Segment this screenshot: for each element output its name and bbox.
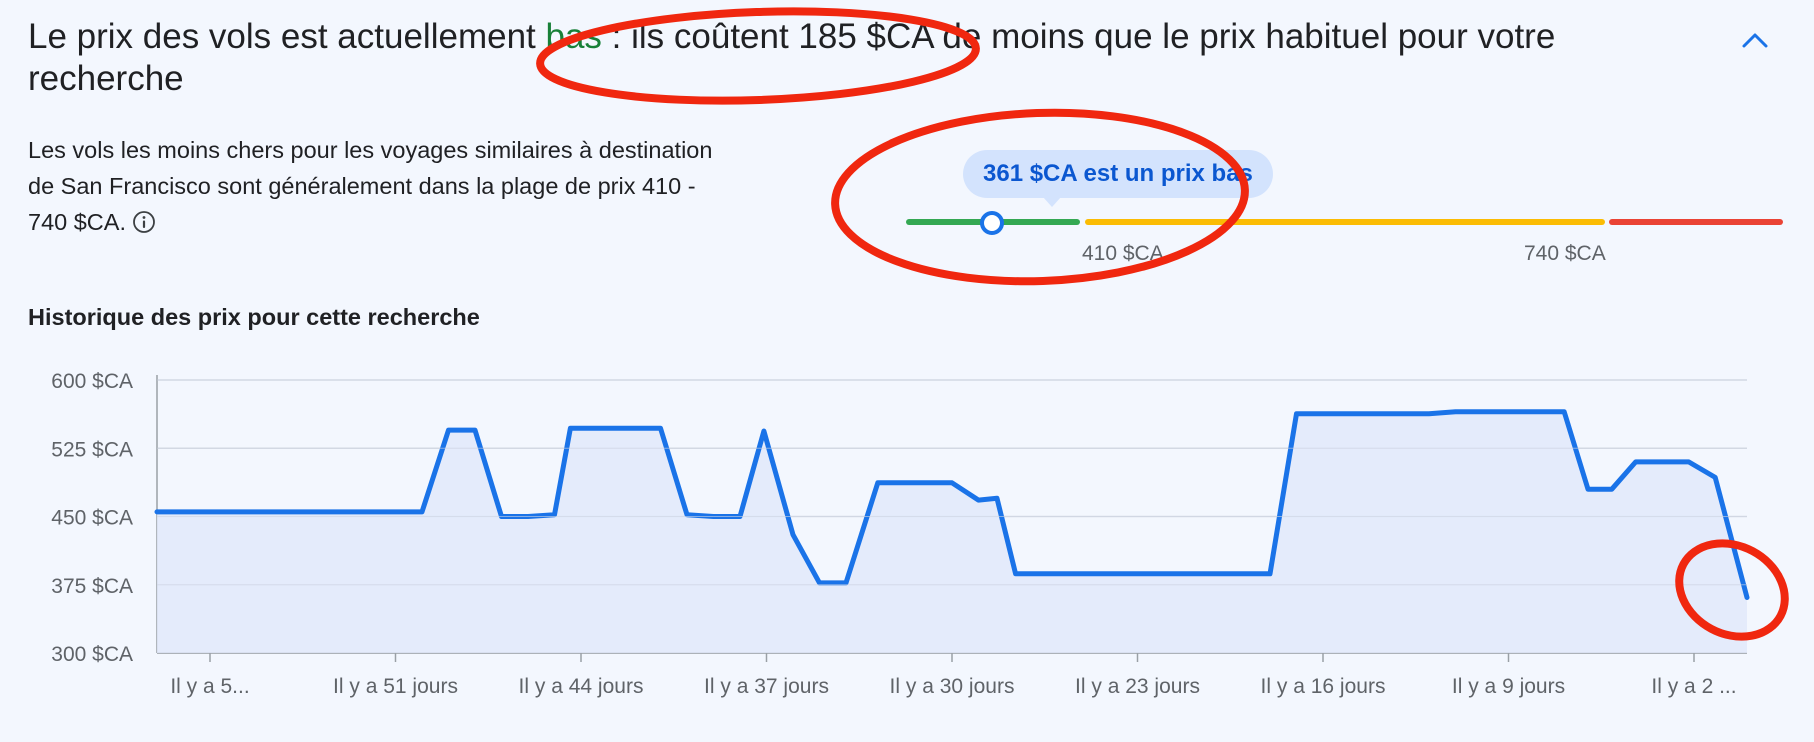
y-tick-label: 450 $CA [51,507,133,530]
x-tick-label: Il y a 16 jours [1261,675,1386,698]
x-tick-label: Il y a 23 jours [1075,675,1200,698]
current-price-tooltip: 361 $CA est un prix bas [963,150,1273,207]
chevron-up-icon [1742,33,1768,48]
price-range-bar: 361 $CA est un prix bas 410 $CA 740 $CA [900,150,1800,270]
price-history-chart[interactable]: 300 $CA 375 $CA 450 $CA 525 $CA 600 $CA Il y … [0,345,1814,742]
price-status-low: bas [545,17,602,56]
range-segment-high [1609,219,1783,225]
y-tick-label: 525 $CA [51,438,133,461]
y-tick-label: 600 $CA [51,370,133,393]
price-history-title: Historique des prix pour cette recherche [28,304,480,330]
price-history-area [157,411,1747,653]
low-threshold-label: 410 $CA [1082,242,1164,265]
x-tick-label: Il y a 2 ... [1651,675,1736,698]
price-range-description: Les vols les moins chers pour les voyage… [28,132,728,244]
headline-prefix: Le prix des vols est actuellement [28,17,536,56]
high-threshold-label: 740 $CA [1524,242,1606,265]
info-icon[interactable] [132,208,156,244]
y-tick-label: 300 $CA [51,643,133,666]
range-segment-typical [1085,219,1605,225]
collapse-button[interactable] [1730,18,1780,62]
current-price-marker[interactable] [980,211,1004,235]
x-tick-label: Il y a 9 jours [1452,675,1565,698]
x-tick-label: Il y a 51 jours [333,675,458,698]
x-tick-label: Il y a 5... [170,675,249,698]
price-insight-headline: Le prix des vols est actuellement bas : … [28,16,1668,100]
y-tick-label: 375 $CA [51,575,133,598]
description-text: Les vols les moins chers pour les voyage… [28,137,713,235]
x-tick-label: Il y a 30 jours [890,675,1015,698]
x-tick-label: Il y a 44 jours [519,675,644,698]
x-tick-label: Il y a 37 jours [704,675,829,698]
